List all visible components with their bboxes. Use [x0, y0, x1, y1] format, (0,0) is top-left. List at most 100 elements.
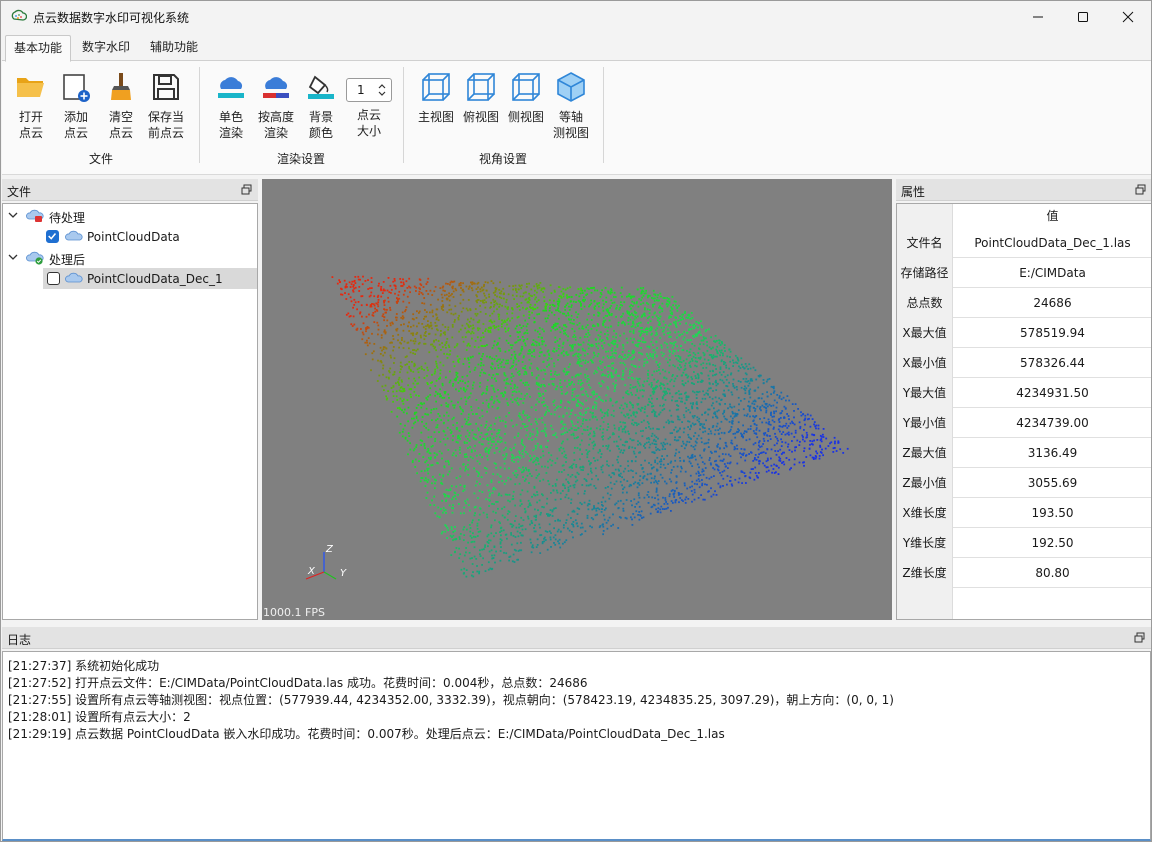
point [635, 302, 638, 305]
save-pointcloud-button[interactable]: 保存当 前点云 [146, 69, 186, 141]
close-button[interactable] [1105, 1, 1151, 32]
point [392, 395, 395, 397]
side-view-button[interactable]: 侧视图 [506, 69, 546, 125]
point [557, 298, 560, 301]
point [760, 397, 763, 400]
point [627, 350, 630, 352]
point [715, 463, 717, 466]
maximize-button[interactable] [1060, 1, 1106, 32]
point [472, 436, 475, 439]
point [629, 401, 631, 404]
point [646, 345, 649, 348]
point [633, 310, 636, 313]
point [642, 287, 645, 289]
point [779, 448, 782, 451]
top-view-button[interactable]: 俯视图 [461, 69, 501, 125]
point [677, 429, 680, 432]
point [414, 340, 417, 343]
point [577, 362, 580, 365]
tab-basic[interactable]: 基本功能 [5, 35, 72, 62]
pointcloud-viewport[interactable]: Z X Y 1000.1 FPS [262, 179, 892, 620]
point [673, 492, 676, 495]
point [531, 439, 533, 441]
float-panel-icon[interactable] [241, 184, 252, 195]
point [702, 470, 705, 472]
front-view-button[interactable]: 主视图 [416, 69, 456, 125]
point [659, 292, 662, 295]
point [755, 474, 758, 477]
tree-node-processed[interactable]: 处理后 [3, 247, 257, 268]
point [520, 442, 523, 445]
chevron-down-icon[interactable] [8, 210, 18, 220]
tree-node-pending[interactable]: 待处理 [3, 205, 257, 226]
point [517, 403, 520, 406]
point [475, 422, 477, 425]
point [511, 526, 514, 528]
point-size-spinbox[interactable]: 1 [346, 78, 392, 102]
point [415, 333, 418, 335]
point [653, 477, 656, 480]
point [754, 472, 757, 474]
point [480, 424, 483, 427]
point [794, 431, 797, 434]
background-color-button[interactable]: 背景 颜色 [301, 69, 341, 141]
point [663, 403, 665, 406]
point [667, 332, 670, 335]
isometric-view-button[interactable]: 等轴 测视图 [551, 69, 591, 141]
point [647, 496, 650, 498]
point [694, 333, 697, 336]
point [582, 341, 585, 344]
point [352, 289, 354, 292]
add-pointcloud-button[interactable]: 添加 点云 [56, 69, 96, 141]
open-pointcloud-button[interactable]: 打开 点云 [11, 69, 51, 141]
point [716, 422, 719, 425]
point [411, 417, 413, 420]
pointcloud-dec-checkbox[interactable] [47, 272, 60, 285]
point [534, 438, 537, 440]
clear-pointcloud-button[interactable]: 清空 点云 [101, 69, 141, 141]
point [799, 425, 802, 428]
point [465, 467, 467, 470]
point [419, 334, 422, 337]
point [607, 326, 610, 329]
point [511, 308, 514, 311]
point [589, 344, 591, 347]
point [658, 449, 661, 451]
point [547, 480, 550, 482]
point [648, 327, 651, 330]
point [764, 452, 767, 455]
point [577, 313, 580, 316]
point [771, 415, 774, 418]
point [440, 482, 442, 485]
point [487, 326, 490, 329]
spinner-arrows-icon[interactable] [376, 81, 388, 99]
point [740, 363, 743, 366]
point [408, 435, 411, 437]
point [420, 284, 423, 287]
point [518, 284, 521, 287]
point [667, 419, 670, 422]
tree-leaf-pointclouddata[interactable]: PointCloudData [3, 226, 257, 247]
point [434, 370, 437, 373]
point [655, 360, 658, 363]
tab-watermark[interactable]: 数字水印 [82, 40, 131, 54]
tree-leaf-pointclouddata-dec-1[interactable]: PointCloudData_Dec_1 [43, 268, 257, 289]
chevron-down-icon[interactable] [8, 252, 18, 262]
point [535, 469, 538, 471]
tab-auxiliary[interactable]: 辅助功能 [150, 40, 199, 54]
point [356, 329, 358, 331]
point [463, 442, 466, 444]
point [653, 481, 655, 484]
point [618, 516, 621, 518]
point [409, 393, 412, 396]
minimize-button[interactable] [1015, 1, 1061, 32]
height-render-button[interactable]: 按高度 渲染 [256, 69, 296, 141]
point [651, 432, 654, 435]
pointcloud-checkbox[interactable] [46, 230, 59, 243]
point [602, 324, 605, 327]
point [416, 331, 419, 334]
point [412, 313, 415, 316]
mono-render-button[interactable]: 单色 渲染 [211, 69, 251, 141]
point [613, 351, 616, 354]
point [413, 362, 416, 365]
